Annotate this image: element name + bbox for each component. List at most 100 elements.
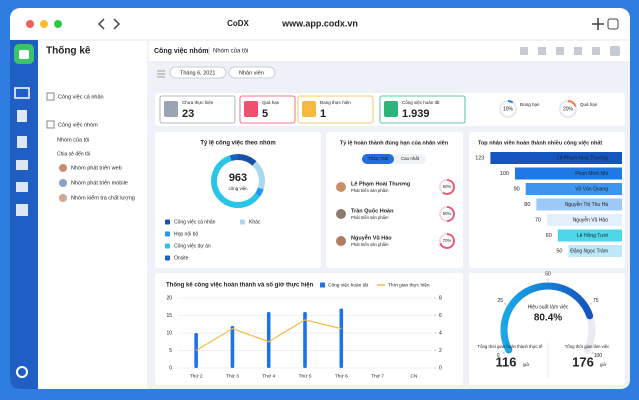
ring-value: 10% — [503, 106, 514, 112]
y2-tick-label: 4 — [439, 330, 442, 336]
ring-arc — [446, 206, 455, 222]
filter-chip[interactable] — [169, 66, 227, 79]
bar-name: Lê Phạm Hoài Thương — [557, 155, 608, 161]
panel-title: Tỷ lệ hoàn thành đúng hạn của nhân viên — [340, 140, 449, 146]
stat-label: Tổng thời gian làm việc — [565, 344, 610, 349]
panel-title: Thống kê công việc hoàn thành và số giờ … — [166, 282, 314, 289]
donut-segment — [252, 161, 265, 190]
legend-swatch — [165, 219, 170, 225]
bar-value: 60 — [546, 233, 552, 239]
header-icon[interactable] — [520, 47, 528, 55]
nav-icon-stats[interactable] — [14, 87, 30, 99]
bar-name: Lê Hồng Tươi — [577, 233, 608, 239]
panel-title: Top nhân viên hoàn thành nhiều công việc… — [478, 139, 602, 146]
nav-icon[interactable] — [16, 182, 28, 192]
person-role: Phát triển sản phẩm — [351, 242, 389, 247]
y-tick-label: 10 — [166, 330, 172, 336]
tab[interactable]: Cao nhất — [401, 156, 420, 161]
stat-unit: giờ — [600, 362, 607, 367]
bar — [515, 167, 622, 180]
minimize-dot[interactable] — [40, 20, 48, 28]
bar — [536, 198, 622, 211]
nav-icon[interactable] — [16, 160, 28, 170]
bar-value: 90 — [514, 186, 520, 192]
avatar — [336, 182, 346, 192]
header-icon[interactable] — [556, 47, 564, 55]
person-role: Phát triển sản phẩm — [351, 188, 389, 193]
bar — [490, 152, 622, 164]
nav-item[interactable]: Công việc cá nhân — [58, 94, 104, 100]
gauge-panel — [469, 273, 625, 385]
stat-icon — [302, 101, 316, 117]
avatar — [59, 179, 67, 187]
ring-value: 50% — [443, 211, 452, 216]
bar — [303, 312, 307, 368]
settings-icon[interactable] — [16, 366, 28, 378]
gauge-title: Hiệu suất làm việc — [528, 304, 569, 310]
nav-icon[interactable] — [17, 110, 27, 122]
tick-mark — [502, 351, 505, 354]
header-icon[interactable] — [538, 47, 546, 55]
nav-arrows[interactable] — [97, 18, 121, 30]
tab-active[interactable] — [362, 154, 394, 164]
nav-icon[interactable] — [16, 204, 28, 216]
group-item[interactable]: Nhóm kiểm tra chất lượng — [71, 194, 135, 201]
stat-card — [159, 95, 236, 124]
filter-label[interactable]: Tháng 6, 2021 — [180, 70, 215, 76]
group-item[interactable]: Nhóm phát triển mobile — [71, 179, 128, 186]
group-item[interactable]: Nhóm phát triển web — [71, 164, 122, 171]
nav-icon[interactable] — [17, 136, 27, 148]
stat-card — [297, 95, 374, 124]
group-panel — [155, 132, 321, 268]
filter-chip[interactable] — [228, 66, 276, 79]
legend-swatch — [320, 282, 325, 288]
logo: CoDX — [227, 19, 249, 28]
donut-total-label: công việc — [228, 186, 248, 191]
menu-icon[interactable] — [157, 70, 165, 78]
section-icon — [46, 92, 55, 101]
stat-label: Đang thực hiện — [320, 100, 351, 105]
header-icon[interactable] — [610, 46, 620, 56]
y-tick-label: 15 — [166, 313, 172, 319]
stat-unit: giờ — [523, 362, 530, 367]
stat-value: 116 — [496, 354, 517, 369]
person-name: Trần Quốc Hoàn — [351, 207, 394, 214]
ring-arc — [567, 100, 577, 107]
filter-label[interactable]: Nhân viên — [239, 70, 264, 76]
y-tick-label: 0 — [169, 365, 172, 371]
stat-value: 1 — [320, 108, 326, 120]
gauge-tick-label: 100 — [594, 353, 603, 359]
bar — [557, 229, 622, 242]
gauge-value: 80.4% — [534, 313, 562, 324]
bar — [547, 214, 622, 226]
gauge-tick-label: 75 — [593, 298, 599, 304]
bar-value: 50 — [556, 248, 562, 254]
header-icon[interactable] — [574, 47, 582, 55]
tabs-icon[interactable] — [607, 18, 619, 30]
stat-icon — [164, 101, 178, 117]
x-tick-label: Thứ 5 — [299, 373, 312, 379]
y2-tick-label: 0 — [439, 365, 442, 371]
legend-label: Thời gian thực hiện — [388, 282, 430, 288]
legend-label: Công việc hoàn tất — [328, 282, 369, 288]
new-tab[interactable] — [592, 18, 604, 30]
y-tick-label: 20 — [166, 295, 172, 301]
ring-label: Quá hạn — [580, 102, 598, 107]
stat-label: Chưa thực hiện — [182, 100, 214, 105]
y-tick-label: 5 — [169, 348, 172, 354]
bar — [568, 245, 622, 257]
header-icon[interactable] — [592, 47, 600, 55]
close-dot[interactable] — [26, 20, 34, 28]
tab[interactable]: Thấp nhất — [368, 156, 389, 161]
person-role: Phát triển sản phẩm — [351, 215, 389, 220]
maximize-dot[interactable] — [54, 20, 62, 28]
y2-tick-label: 8 — [439, 295, 442, 301]
ring-arc — [439, 233, 455, 249]
nav-item-active[interactable]: Nhóm của tôi — [57, 136, 89, 143]
bar-value: 80 — [524, 202, 530, 208]
ring-label: Đúng hạn — [520, 102, 540, 107]
donut-segment — [229, 154, 239, 162]
nav-item[interactable]: Công việc nhóm — [58, 122, 98, 128]
ring-value: 70% — [443, 238, 452, 243]
